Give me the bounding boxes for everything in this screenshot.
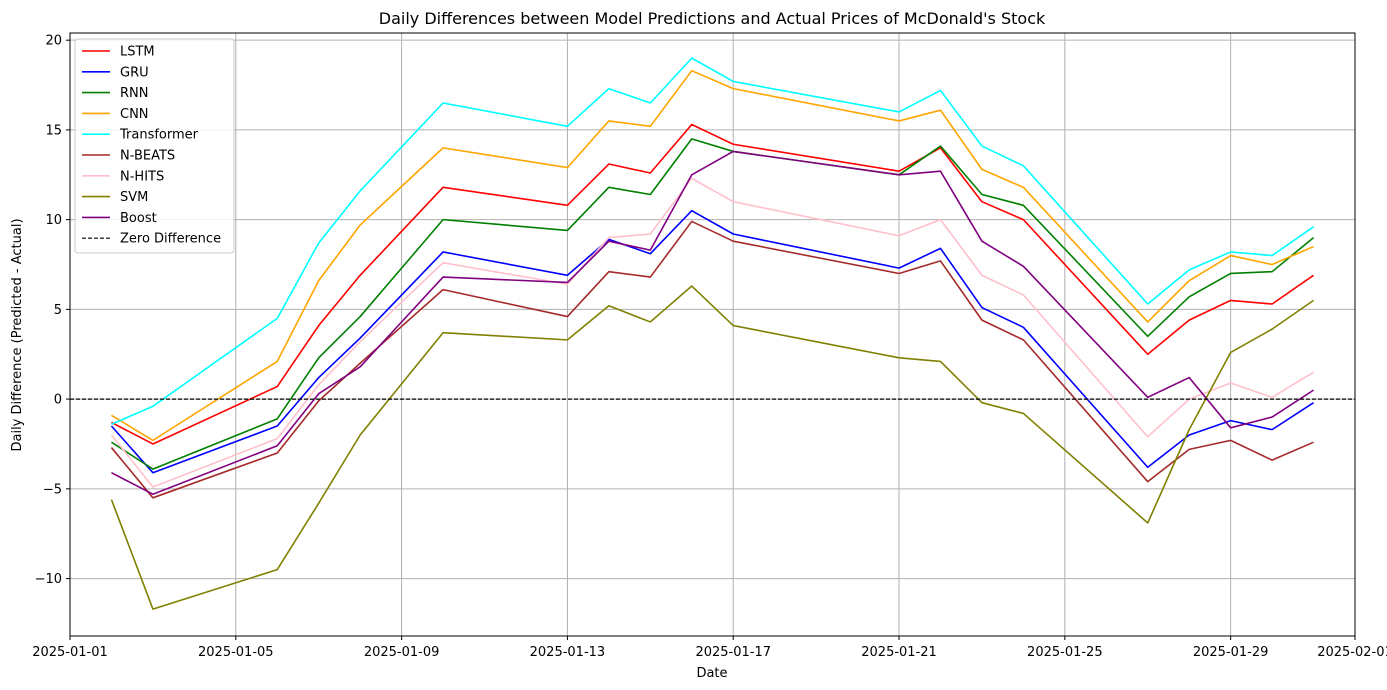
y-tick-label: −5 (43, 482, 62, 497)
x-tick-label: 2025-01-29 (1193, 645, 1269, 660)
legend-label: N-BEATS (120, 149, 175, 164)
x-tick-label: 2025-01-09 (364, 645, 440, 660)
x-tick-label: 2025-01-25 (1027, 645, 1103, 660)
legend-label: LSTM (120, 45, 155, 60)
series-line-cnn (111, 69, 1314, 442)
chart-title: Daily Differences between Model Predicti… (379, 9, 1046, 28)
legend-label: N-HITS (120, 169, 164, 184)
plot-frame (69, 32, 1356, 637)
series-line-rnn (111, 138, 1315, 470)
y-tick-label: −10 (35, 572, 62, 587)
series-line-transformer (111, 57, 1315, 425)
x-tick-label: 2025-01-05 (198, 645, 274, 660)
x-tick-label: 2025-02-01 (1317, 645, 1387, 660)
series-line-svm (110, 285, 1315, 610)
legend-box (74, 38, 235, 254)
legend-label: Transformer (119, 128, 199, 143)
y-tick-label: 10 (45, 213, 62, 228)
x-tick-label: 2025-01-17 (695, 645, 771, 660)
legend-label: Zero Difference (120, 232, 221, 247)
legend-label: RNN (120, 86, 148, 101)
series-line-gru (110, 209, 1314, 474)
y-axis-title: Daily Difference (Predicted - Actual) (10, 218, 25, 451)
x-axis-title: Date (696, 666, 727, 681)
legend-label: CNN (120, 107, 149, 122)
series-line-n-beats (110, 220, 1314, 499)
legend: LSTM GRU RNN CNN Transformer N-BEATS N-HITS SVM… (74, 38, 235, 254)
legend-label: Boost (120, 211, 157, 226)
y-tick-label: 15 (45, 123, 62, 138)
x-tick-label: 2025-01-21 (861, 645, 937, 660)
series-line-n-hits (110, 177, 1314, 488)
x-tick-label: 2025-01-13 (530, 645, 606, 660)
y-tick-label: 20 (45, 34, 62, 49)
x-tick-label: 2025-01-01 (32, 645, 108, 660)
legend-label: GRU (120, 65, 149, 80)
grid (69, 33, 1356, 636)
legend-label: SVM (120, 190, 148, 205)
series-line-boost (111, 150, 1314, 496)
axis-ticks: 2025-01-01 2025-01-05 2025-01-09 2025-01-13… (32, 34, 1387, 660)
y-tick-label: 0 (54, 393, 62, 408)
plot-area (70, 57, 1355, 610)
y-tick-label: 5 (54, 303, 62, 318)
series-line-lstm (111, 123, 1315, 445)
